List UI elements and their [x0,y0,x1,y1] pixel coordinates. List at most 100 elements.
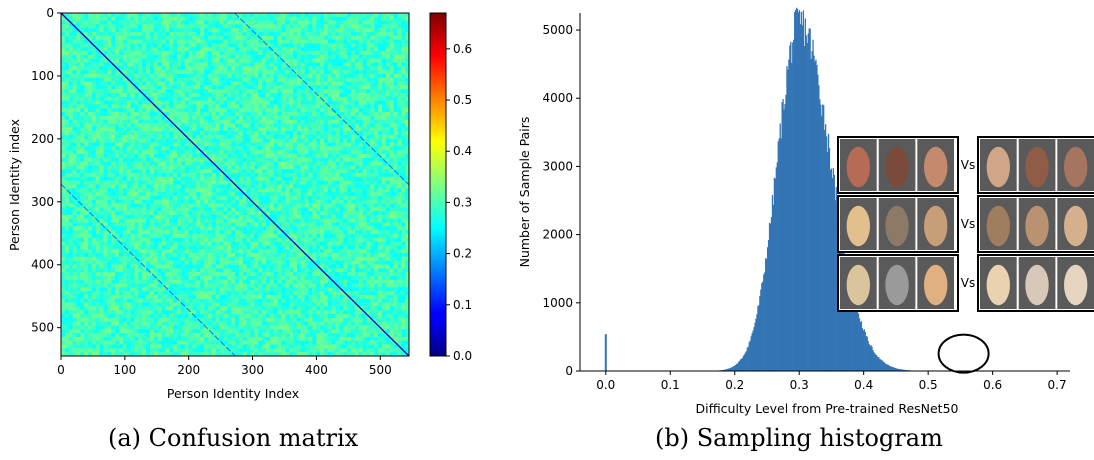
heatmap-cell [84,150,89,155]
heatmap-cell [300,138,305,143]
heatmap-cell [165,51,170,56]
heatmap-cell [246,218,251,224]
heatmap-cell [265,43,271,48]
heatmap-cell [262,180,267,185]
heatmap-cell [95,199,101,204]
heatmap-cell [331,100,336,105]
heatmap-cell [339,73,344,79]
heatmap-cell [347,131,352,136]
heatmap-cell [343,13,348,18]
heatmap-cell [115,13,120,18]
heatmap-cell [223,161,228,166]
heatmap-cell [254,39,259,44]
heatmap-cell [138,13,143,18]
heatmap-cell [91,169,97,174]
heatmap-cell [215,218,220,224]
heatmap-cell [126,70,131,75]
heatmap-cell [177,203,182,208]
heatmap-cell [300,115,305,121]
heatmap-cell [293,180,298,185]
heatmap-cell [61,104,66,109]
heatmap-cell [91,96,97,102]
heatmap-cell [200,127,205,132]
heatmap-cell [335,96,340,102]
heatmap-cell [277,176,282,182]
heatmap-cell [316,43,321,48]
heatmap-cell [119,150,124,155]
heatmap-cell [103,165,108,170]
heatmap-cell [362,13,367,18]
heatmap-cell [72,66,77,71]
heatmap-cell [130,199,135,204]
heatmap-cell [351,73,356,79]
heatmap-cell [281,165,286,170]
heatmap-cell [370,207,375,212]
heatmap-cell [184,188,189,193]
heatmap-cell [180,203,186,208]
heatmap-cell [354,150,360,155]
heatmap-cell [207,85,213,90]
heatmap-cell [393,77,398,82]
heatmap-cell [219,73,224,79]
heatmap-cell [300,108,305,113]
heatmap-cell [273,123,278,128]
heatmap-cell [119,134,124,140]
heatmap-cell [401,39,406,44]
heatmap-cell [397,35,402,41]
heatmap-cell [304,203,309,208]
heatmap-cell [99,127,104,132]
heatmap-cell [339,119,344,124]
heatmap-cell [95,96,101,102]
heatmap-cell [142,66,147,71]
heatmap-cell [219,119,224,124]
heatmap-cell [254,207,259,212]
heatmap-cell [331,218,336,224]
heatmap-cell [207,176,213,182]
heatmap-cell [265,47,271,52]
heatmap-cell [173,165,178,170]
heatmap-cell [335,47,340,52]
heatmap-cell [293,173,298,178]
heatmap-cell [235,24,240,29]
heatmap-cell [76,51,81,56]
heatmap-cell [161,77,166,82]
heatmap-cell [130,66,135,71]
heatmap-cell [258,85,263,90]
heatmap-cell [323,54,329,60]
heatmap-cell [312,32,317,37]
heatmap-cell [122,138,128,143]
heatmap-cell [235,211,240,216]
heatmap-cell [304,138,309,143]
heatmap-cell [99,199,104,204]
heatmap-cell [134,222,139,227]
heatmap-cell [304,47,309,52]
heatmap-cell [138,184,143,189]
heatmap-cell [173,54,178,60]
heatmap-cell [366,169,371,174]
heatmap-cell [142,77,147,82]
heatmap-cell [320,123,325,128]
heatmap-cell [308,180,313,185]
heatmap-cell [362,81,367,86]
heatmap-cell [258,146,263,151]
heatmap-cell [146,20,151,25]
heatmap-cell [254,180,259,185]
heatmap-cell [262,108,267,113]
heatmap-cell [285,214,290,220]
heatmap-cell [138,207,143,212]
heatmap-cell [207,154,213,159]
heatmap-cell [281,173,286,178]
heatmap-cell [115,20,120,25]
heatmap-cell [331,214,336,220]
heatmap-cell [339,58,344,63]
heatmap-cell [153,35,159,41]
heatmap-cell [103,188,108,193]
heatmap-cell [111,43,116,48]
heatmap-cell [153,123,159,128]
heatmap-cell [177,176,182,182]
heatmap-cell [277,51,282,56]
heatmap-cell [165,24,170,29]
heatmap-cell [273,89,278,94]
heatmap-cell [115,54,120,60]
heatmap-cell [339,81,344,86]
